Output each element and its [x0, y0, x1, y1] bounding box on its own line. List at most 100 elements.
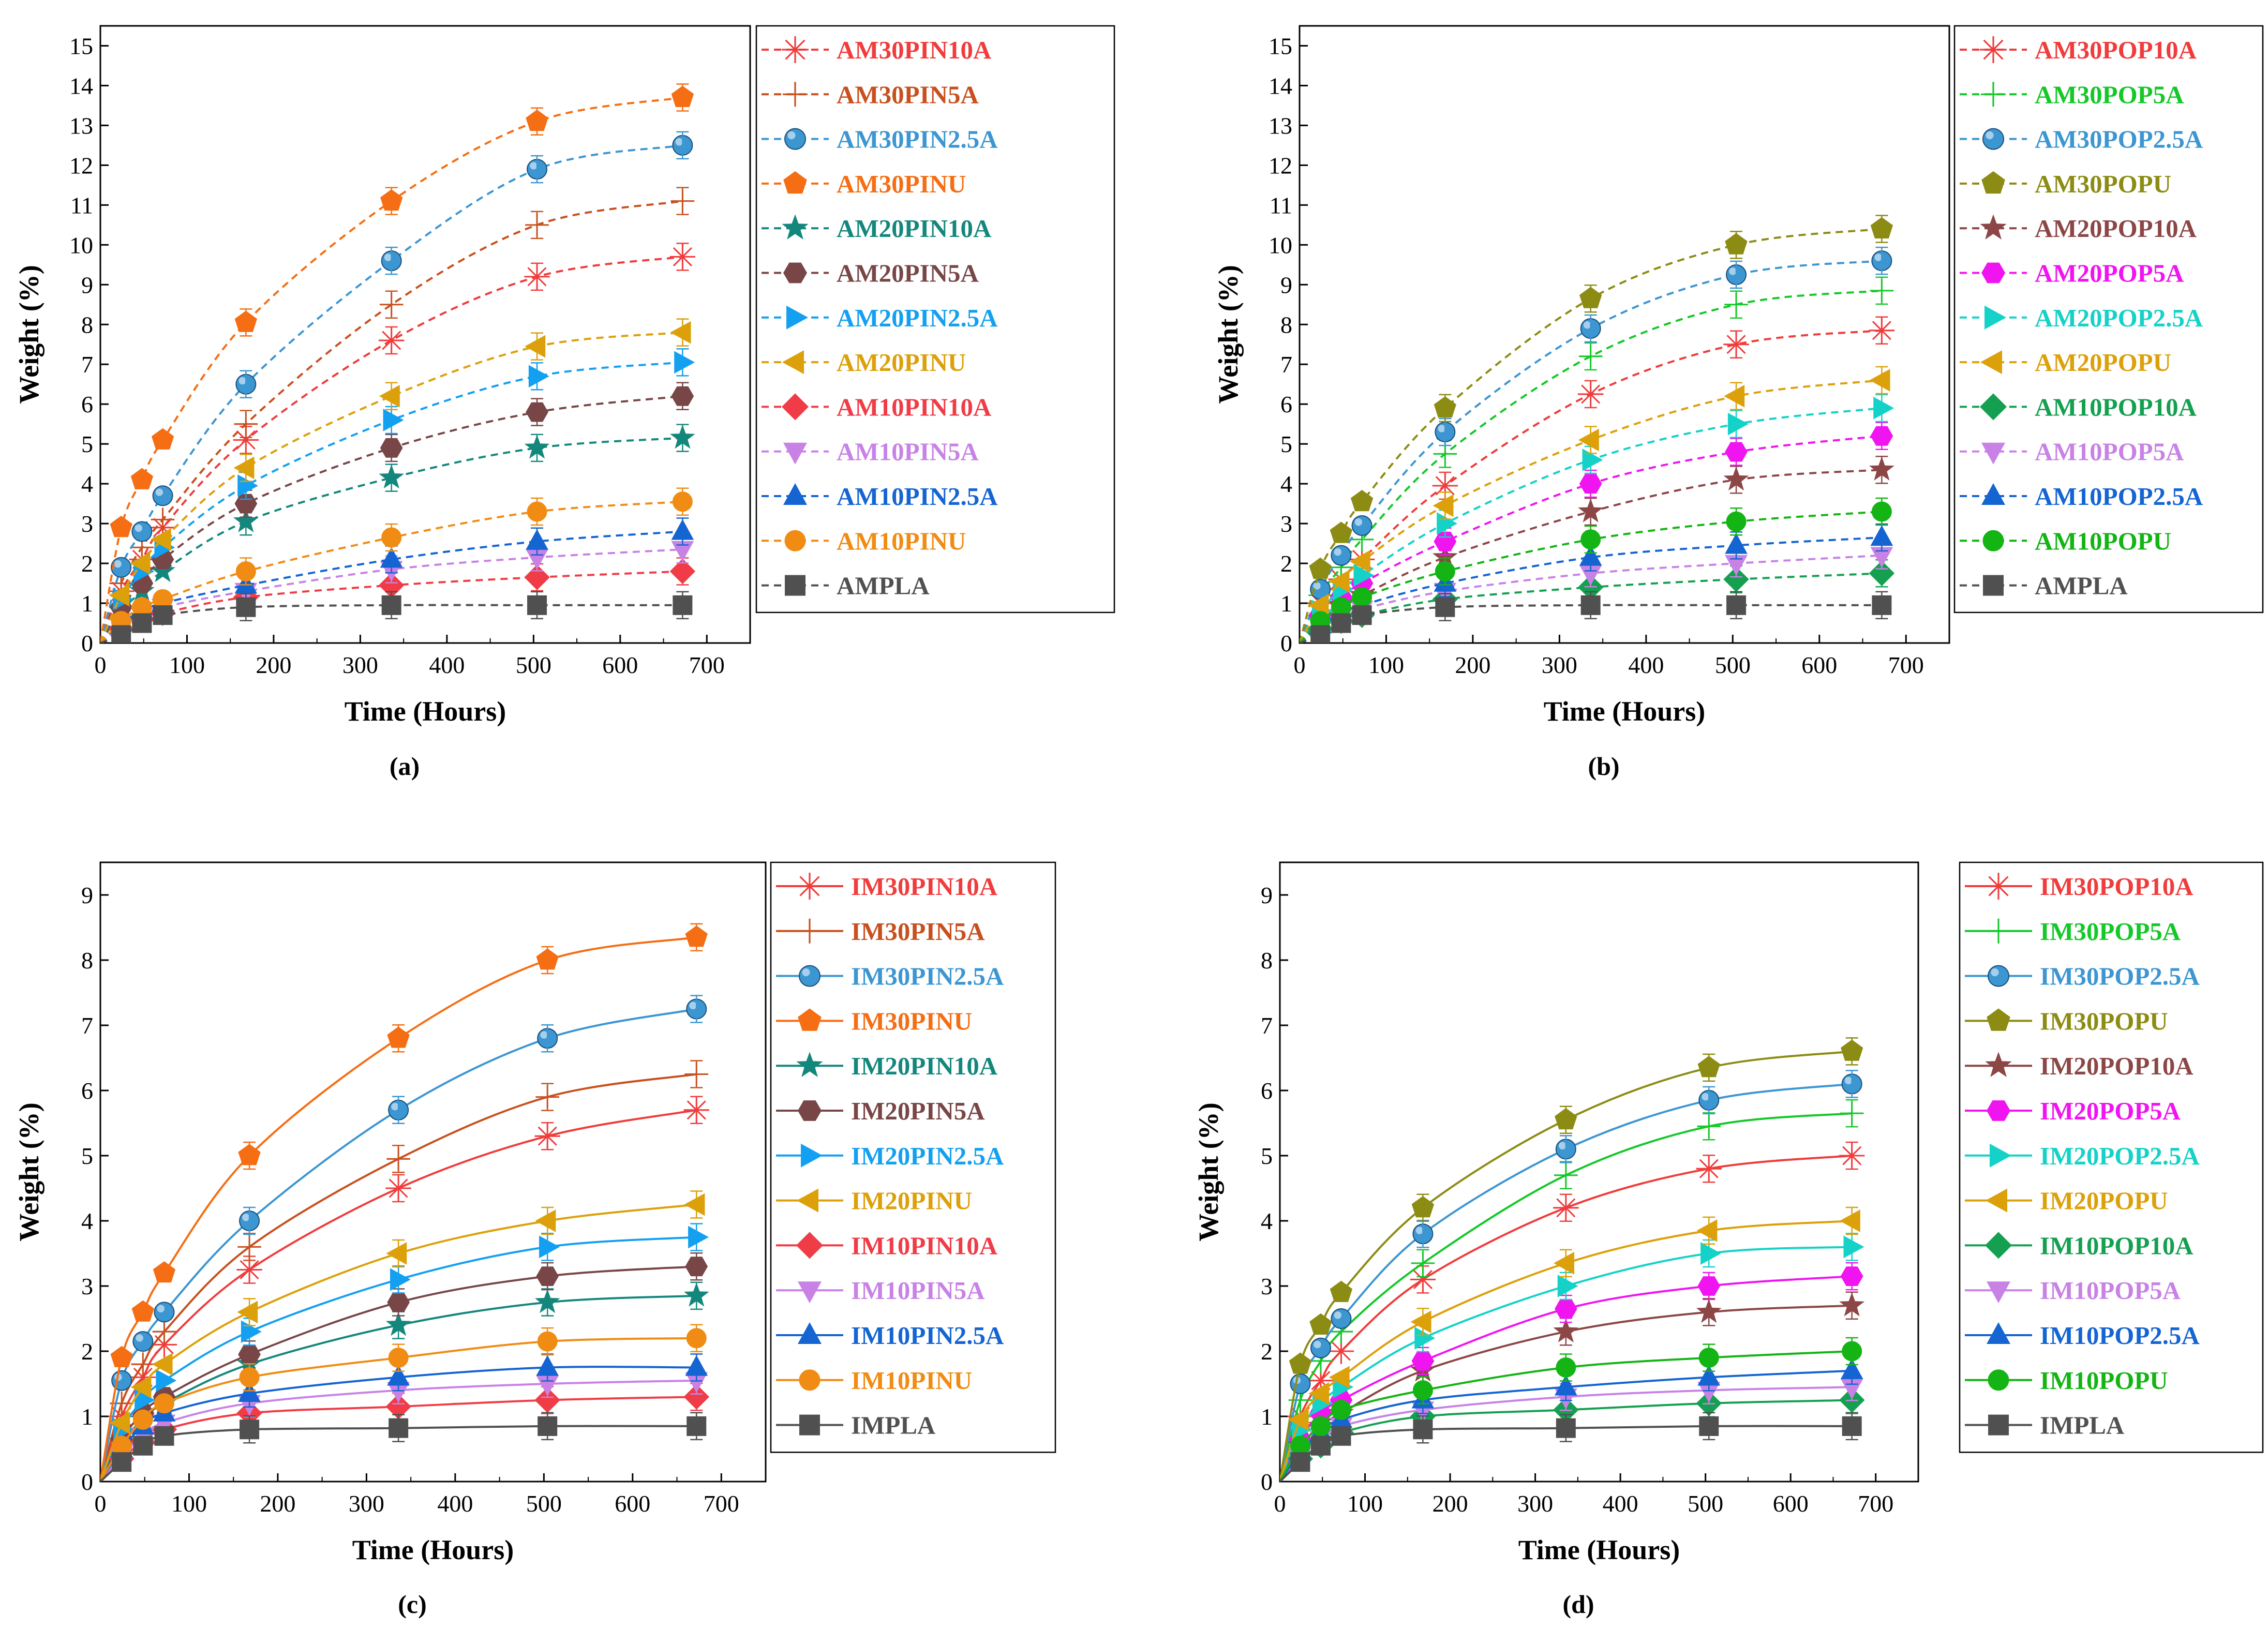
legend-label: AM10POP5A: [2035, 438, 2184, 466]
error-bar: [1584, 284, 1597, 313]
error-bar: [1875, 455, 1888, 484]
legend-marker: [797, 918, 822, 944]
data-point: [153, 605, 173, 625]
legend-item: IM30POP5A: [1965, 917, 2181, 946]
error-bar: [385, 382, 398, 411]
y-axis-label: Weight (%): [13, 265, 44, 403]
legend-label: AM10POP10A: [2035, 393, 2197, 421]
legend-item: AM20PIN10A: [762, 214, 992, 243]
data-point: [1727, 412, 1749, 436]
data-point: [1289, 1352, 1312, 1374]
legend-marker: [798, 1008, 822, 1031]
error-bar: [531, 497, 544, 526]
y-tick-label: 14: [69, 72, 93, 99]
data-point: [525, 335, 546, 358]
error-bar: [531, 155, 544, 184]
data-point: [1696, 1219, 1718, 1242]
legend-item: AM30PIN10A: [762, 36, 992, 64]
error-bar: [676, 487, 689, 516]
y-tick-label: 12: [1269, 152, 1292, 178]
error-bar: [1730, 290, 1743, 319]
y-axis-label: Weight (%): [13, 1102, 44, 1241]
error-bar: [1845, 1337, 1858, 1366]
legend-item: AM10POP10A: [1960, 393, 2197, 421]
legend-label: IM30POP10A: [2040, 872, 2194, 901]
error-bar: [531, 332, 544, 361]
error-bar: [385, 246, 398, 275]
legend-label: AM20POP2.5A: [2035, 304, 2203, 332]
error-bar: [392, 1145, 405, 1173]
y-tick-label: 4: [81, 1208, 93, 1234]
legend-label: AM30PIN2.5A: [837, 125, 998, 154]
x-axis-label: Time (Hours): [352, 1534, 514, 1565]
panel-label: (d): [1562, 1590, 1594, 1619]
legend-item: IM10PIN10A: [776, 1231, 998, 1260]
chart-panel-b: 0 100 200 300 400 500 600 700012345678910111213…: [1213, 25, 2264, 781]
legend-item: AM10PIN10A: [762, 393, 992, 421]
series-AMPLA: [1300, 591, 1892, 643]
legend-marker: [1980, 36, 2007, 63]
legend-label: IM20PINU: [851, 1187, 972, 1215]
y-tick-label: 6: [81, 391, 93, 417]
series-AM10POPU: [1300, 497, 1892, 643]
y-tick-label: 4: [1261, 1208, 1273, 1234]
legend-item: AM20PIN2.5A: [762, 304, 998, 332]
error-bar: [541, 1412, 554, 1441]
data-point: [152, 1353, 173, 1376]
error-bar: [690, 1190, 703, 1219]
legend-label: AM10PIN2.5A: [837, 482, 998, 511]
error-bar: [1703, 1154, 1715, 1183]
series-IM10POPU: [1280, 1337, 1862, 1482]
data-point: [1839, 1209, 1860, 1232]
error-bar: [676, 348, 689, 377]
data-point: [1310, 1337, 1331, 1358]
data-point: [539, 1235, 560, 1259]
data-point: [390, 1268, 411, 1291]
data-point: [1308, 594, 1329, 617]
data-point: [1350, 490, 1374, 512]
legend-marker: [1981, 483, 2005, 505]
legend-label: IMPLA: [2040, 1411, 2125, 1440]
series-line: [100, 530, 683, 643]
error-bar: [392, 1343, 405, 1372]
data-point: [131, 521, 153, 542]
legend-label: IM10PINU: [851, 1366, 972, 1395]
legend-label: AM10PIN5A: [837, 438, 979, 466]
x-tick-label: 0: [1274, 1490, 1286, 1517]
y-tick-label: 6: [1261, 1078, 1273, 1104]
error-bar: [385, 464, 398, 492]
panel-label: (a): [390, 752, 420, 781]
error-bar: [1584, 342, 1597, 371]
legend-label: AM20POP5A: [2035, 259, 2184, 288]
x-tick-label: 300: [1542, 652, 1577, 678]
x-tick-label: 100: [1347, 1490, 1383, 1517]
legend-label: AM30PIN5A: [837, 80, 979, 109]
legend-label: IM30POP5A: [2040, 917, 2181, 946]
legend: AM30PIN10A AM30PIN5A AM30PIN2.5A AM30PINU AM…: [755, 25, 1115, 614]
data-point: [1873, 397, 1894, 420]
legend-marker: [1987, 1008, 2010, 1031]
error-bar: [541, 1327, 554, 1356]
legend-marker: [1981, 262, 2005, 283]
error-bar: [541, 1122, 554, 1150]
legend-item: IM10POP5A: [1965, 1276, 2181, 1305]
data-point: [156, 1369, 177, 1392]
legend-marker: [798, 1281, 822, 1304]
error-bar: [385, 434, 398, 462]
error-bar: [1416, 1308, 1429, 1336]
legend-label: IM10POPU: [2040, 1366, 2168, 1395]
x-tick-label: 100: [171, 1490, 207, 1517]
series-AM30PIN5A: [100, 187, 695, 643]
error-bar: [1875, 246, 1888, 275]
x-axis-label: Time (Hours): [345, 696, 506, 727]
error-bar: [690, 1353, 703, 1382]
error-bar: [690, 1060, 703, 1088]
x-tick-label: 100: [169, 652, 205, 678]
error-bar: [676, 382, 689, 411]
error-bar: [690, 923, 703, 952]
y-tick-label: 8: [81, 947, 93, 974]
series-line: [100, 361, 683, 643]
legend-item: IM10POP2.5A: [1965, 1321, 2200, 1350]
error-bar: [676, 187, 689, 215]
legend-item: AM10POPU: [1960, 527, 2171, 555]
